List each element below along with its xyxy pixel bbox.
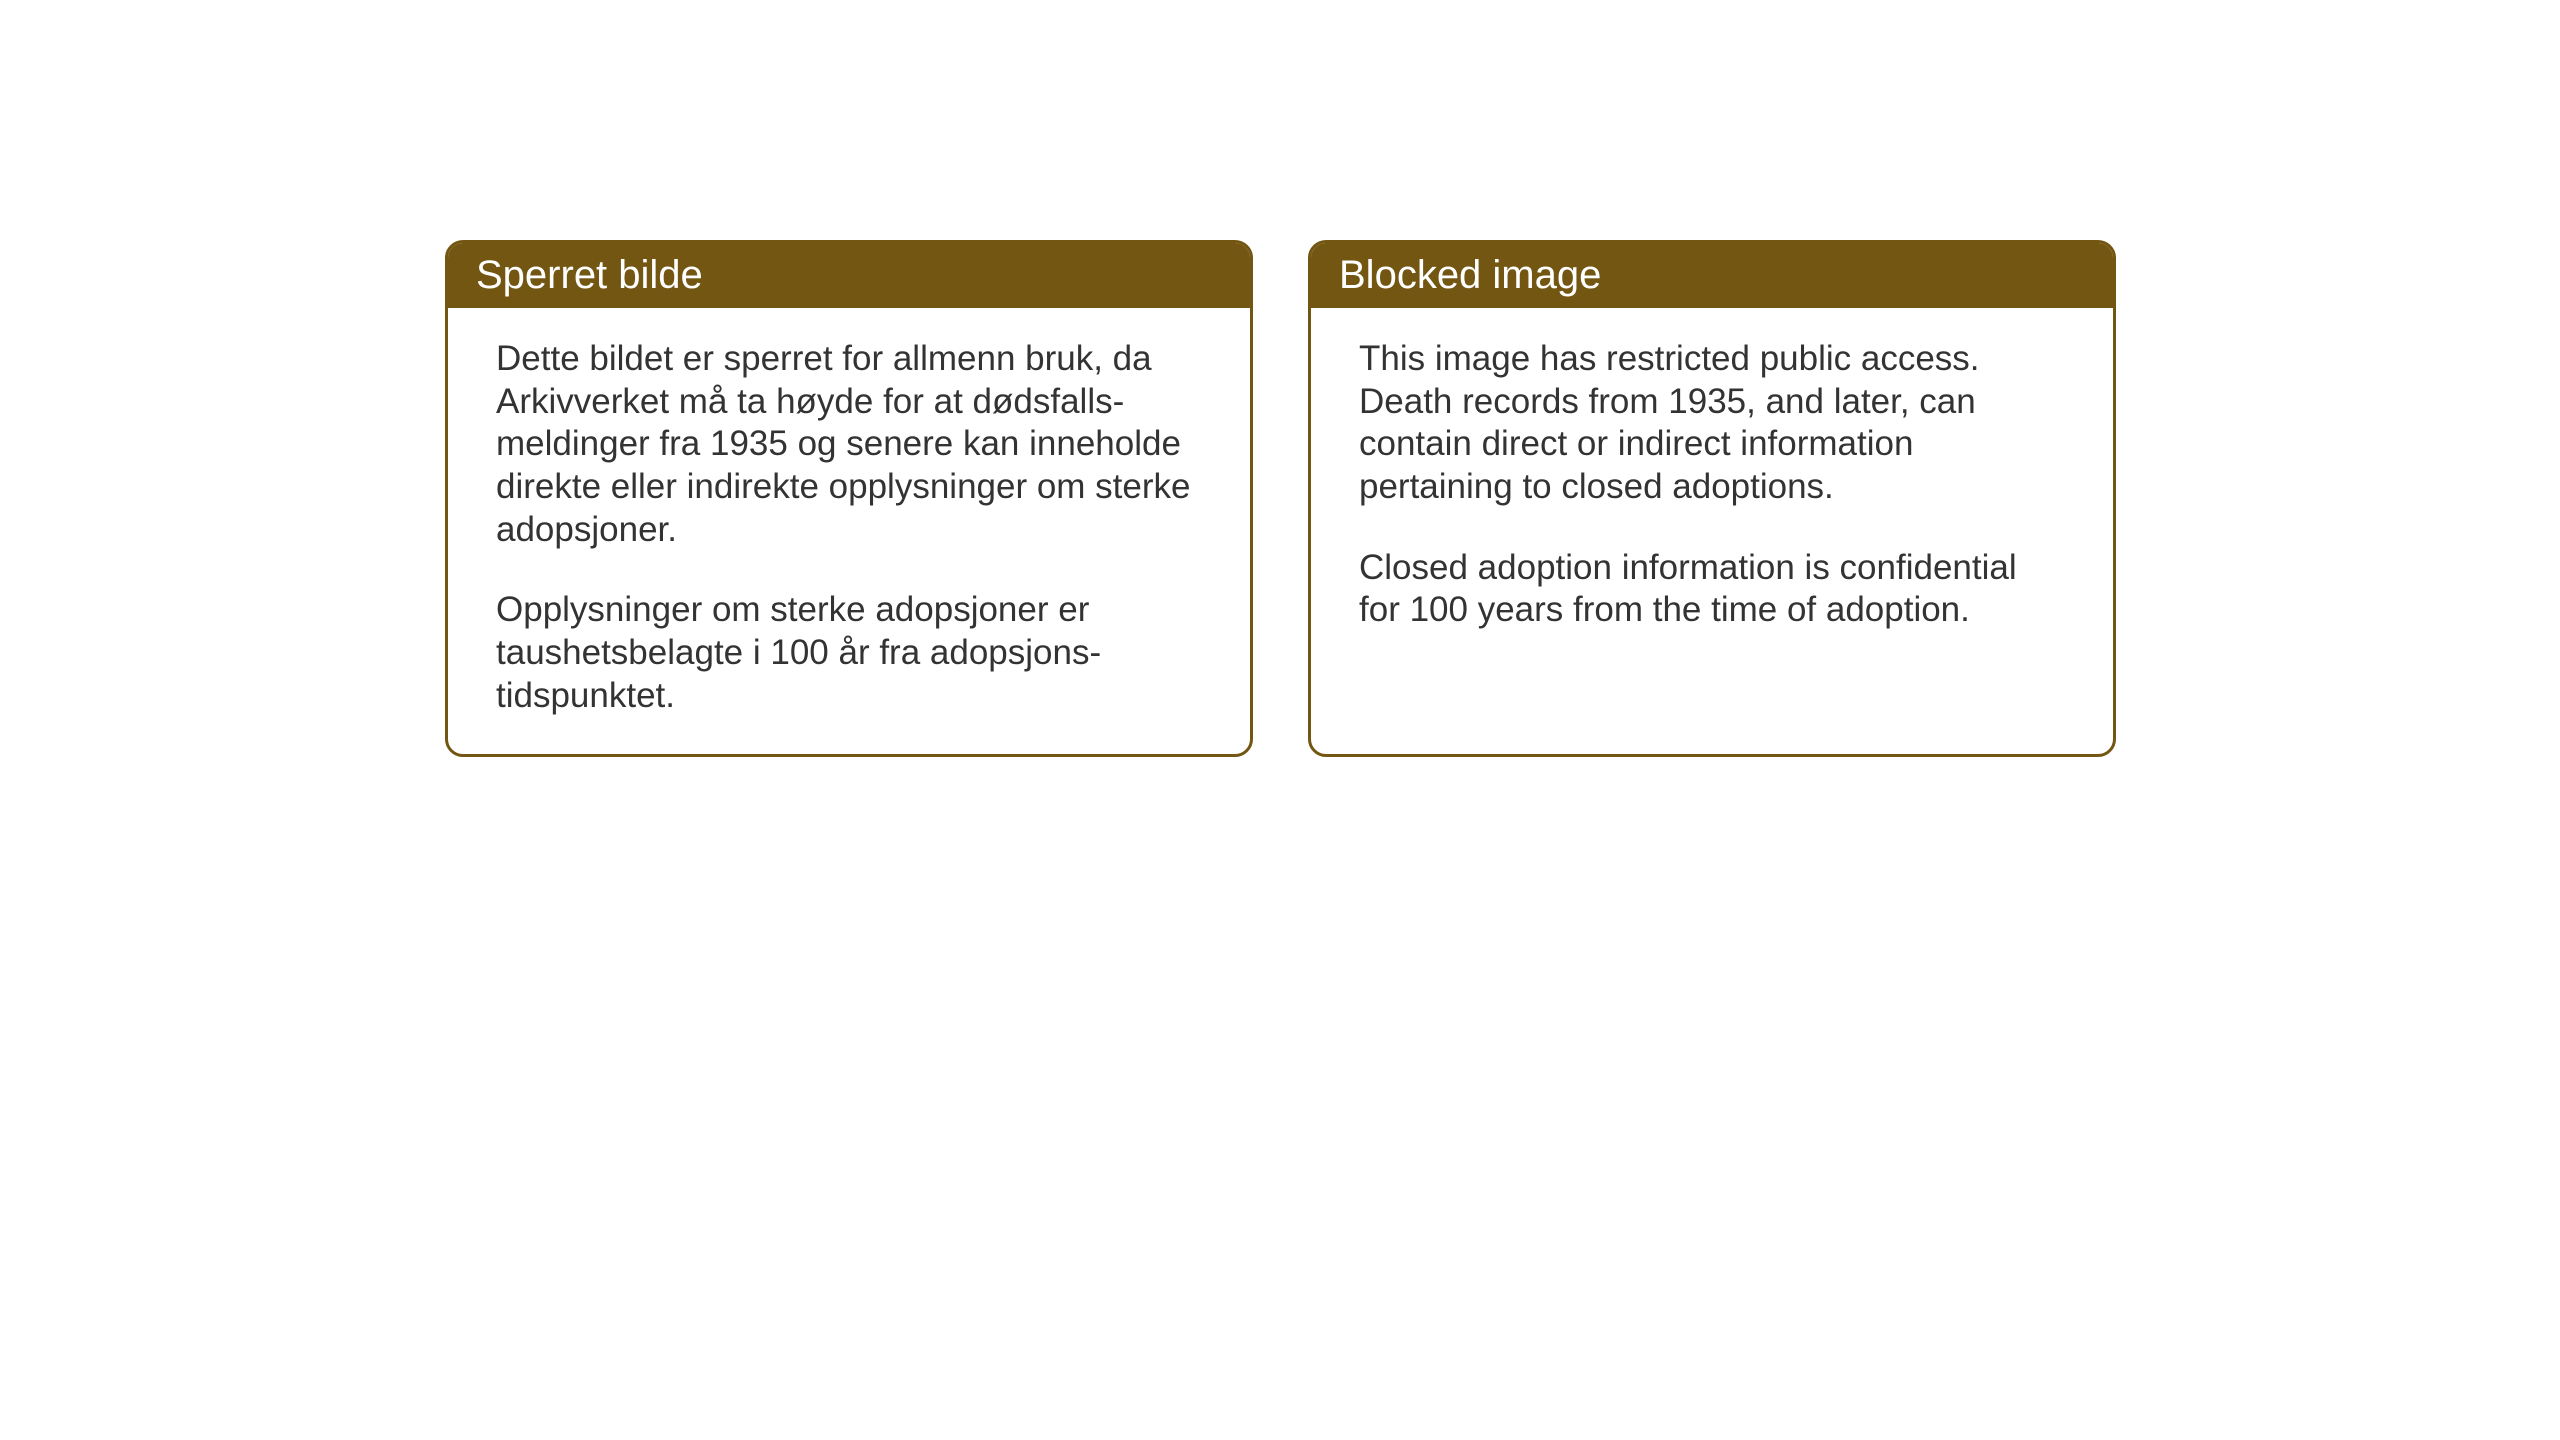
notice-card-norwegian: Sperret bilde Dette bildet er sperret fo… [445,240,1253,757]
notice-paragraph: Dette bildet er sperret for allmenn bruk… [496,338,1202,551]
card-title: Sperret bilde [476,253,703,297]
card-title: Blocked image [1339,253,1601,297]
notice-container: Sperret bilde Dette bildet er sperret fo… [445,240,2116,757]
card-header: Blocked image [1311,243,2113,308]
notice-paragraph: This image has restricted public access.… [1359,338,2065,509]
notice-card-english: Blocked image This image has restricted … [1308,240,2116,757]
card-body: Dette bildet er sperret for allmenn bruk… [448,308,1250,754]
card-body: This image has restricted public access.… [1311,308,2113,668]
notice-paragraph: Closed adoption information is confident… [1359,547,2065,632]
card-header: Sperret bilde [448,243,1250,308]
notice-paragraph: Opplysninger om sterke adopsjoner er tau… [496,589,1202,717]
